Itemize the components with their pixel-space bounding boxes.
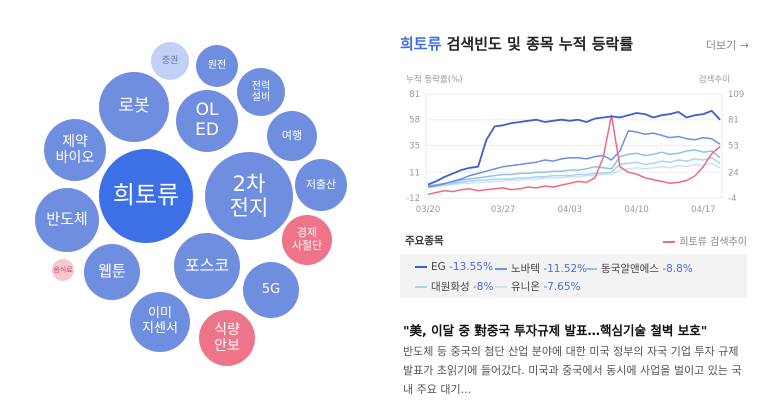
stock-item-eg[interactable]: EG -13.55% bbox=[415, 261, 493, 273]
series-line-5 bbox=[427, 114, 721, 196]
series-line-1 bbox=[427, 130, 721, 188]
series-line-2 bbox=[427, 149, 721, 187]
y-tick-right: 24 bbox=[728, 168, 739, 178]
stock-legend-box: EG -13.55% 노바텍 -11.52% 동국알앤에스 -8.8% 대원화성… bbox=[400, 254, 747, 298]
rare-earth-panel: 희토류 검색빈도 및 종목 누적 등락률 더보기 → 누적 등락률(%) 검색추… bbox=[400, 0, 773, 400]
stock-item-dongkook[interactable]: 동국알앤에스 -8.8% bbox=[585, 261, 693, 276]
y-tick-left: 35 bbox=[409, 141, 420, 151]
series-line-4 bbox=[427, 162, 721, 189]
y-tick-right: 81 bbox=[728, 116, 739, 126]
right-axis-title: 검색추이 bbox=[698, 75, 730, 85]
y-tick-left: 11 bbox=[409, 168, 420, 178]
x-tick: 04/17 bbox=[691, 205, 716, 215]
news-summary: 반도체 등 중국의 첨단 산업 분야에 대한 미국 정부의 자국 기업 투자 규… bbox=[403, 345, 742, 396]
bubble-power-equipment[interactable]: 전력 설비 bbox=[237, 68, 285, 116]
y-tick-right: 53 bbox=[728, 141, 739, 151]
bubble-food-beverage[interactable]: 음식료 bbox=[52, 259, 74, 281]
bubble-image-sensor[interactable]: 이미 지센서 bbox=[130, 292, 190, 352]
stock-item-novatech[interactable]: 노바텍 -11.52% bbox=[495, 261, 587, 276]
bubble-oled[interactable]: OL ED bbox=[176, 90, 238, 152]
series-line-3 bbox=[427, 156, 721, 188]
bubble-securities[interactable]: 증권 bbox=[151, 42, 189, 80]
chart-svg: 81 58 35 11 -12 109 81 53 24 -4 03/20 03/27 04/03 04/… bbox=[406, 90, 744, 215]
x-tick: 03/27 bbox=[491, 205, 515, 215]
stock-item-daewon[interactable]: 대원화성 -8% bbox=[415, 279, 493, 294]
panel-title: 희토류 검색빈도 및 종목 누적 등락률 bbox=[400, 35, 634, 53]
bubble-travel[interactable]: 여행 bbox=[267, 111, 317, 161]
series-line-0 bbox=[427, 109, 721, 186]
y-tick-right: -4 bbox=[728, 194, 736, 204]
x-tick: 04/03 bbox=[558, 205, 583, 215]
keyword-bubble-cloud: 희토류 2차 전지 OL ED 로봇 제약 바이오 반도체 웹툰 포스코 이미 … bbox=[0, 0, 370, 400]
bubble-5g[interactable]: 5G bbox=[243, 262, 299, 318]
x-tick: 04/10 bbox=[624, 205, 649, 215]
bubble-food-security[interactable]: 식량 안보 bbox=[199, 310, 255, 366]
news-headline[interactable]: "美, 이달 중 對중국 투자규제 발표…핵심기술 철벽 보호" bbox=[403, 323, 708, 338]
bubble-pharma-bio[interactable]: 제약 바이오 bbox=[44, 119, 106, 181]
bubble-rare-earth[interactable]: 희토류 bbox=[99, 149, 193, 243]
bubble-nuclear[interactable]: 원전 bbox=[196, 45, 238, 87]
y-tick-right: 109 bbox=[728, 90, 744, 100]
bubble-robot[interactable]: 로봇 bbox=[99, 72, 169, 142]
major-stocks-title: 주요종목 bbox=[405, 235, 444, 247]
x-tick: 03/20 bbox=[416, 205, 441, 215]
y-tick-left: -12 bbox=[406, 194, 420, 204]
bubble-webtoon[interactable]: 웹툰 bbox=[84, 244, 140, 300]
search-trend-legend: 희토류 검색추이 bbox=[663, 233, 747, 248]
more-link[interactable]: 더보기 → bbox=[705, 39, 749, 52]
y-tick-left: 81 bbox=[409, 90, 420, 100]
search-trend-chart: 누적 등락률(%) 검색추이 81 58 35 11 -12 109 81 53 24 -4 03/… bbox=[400, 70, 750, 220]
left-axis-title: 누적 등락률(%) bbox=[406, 75, 463, 85]
bubble-semiconductor[interactable]: 반도체 bbox=[35, 188, 99, 252]
stock-item-union[interactable]: 유니온 -7.65% bbox=[495, 279, 580, 294]
bubble-secondary-battery[interactable]: 2차 전지 bbox=[205, 152, 293, 240]
bubble-posco[interactable]: 포스코 bbox=[174, 233, 240, 299]
bubble-low-birth[interactable]: 저출산 bbox=[295, 159, 347, 211]
bubble-economic-delegation[interactable]: 경제 사절단 bbox=[282, 215, 332, 265]
y-tick-left: 58 bbox=[409, 116, 420, 126]
